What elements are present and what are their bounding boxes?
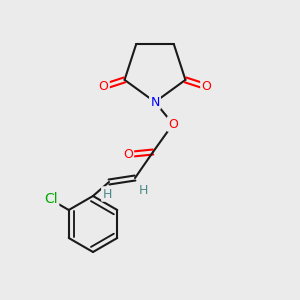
Text: O: O bbox=[99, 80, 109, 93]
Text: Cl: Cl bbox=[44, 192, 58, 206]
Text: H: H bbox=[102, 188, 112, 200]
Text: H: H bbox=[138, 184, 148, 196]
Text: O: O bbox=[123, 148, 133, 160]
Text: N: N bbox=[150, 95, 160, 109]
Text: O: O bbox=[201, 80, 211, 93]
Text: O: O bbox=[168, 118, 178, 130]
